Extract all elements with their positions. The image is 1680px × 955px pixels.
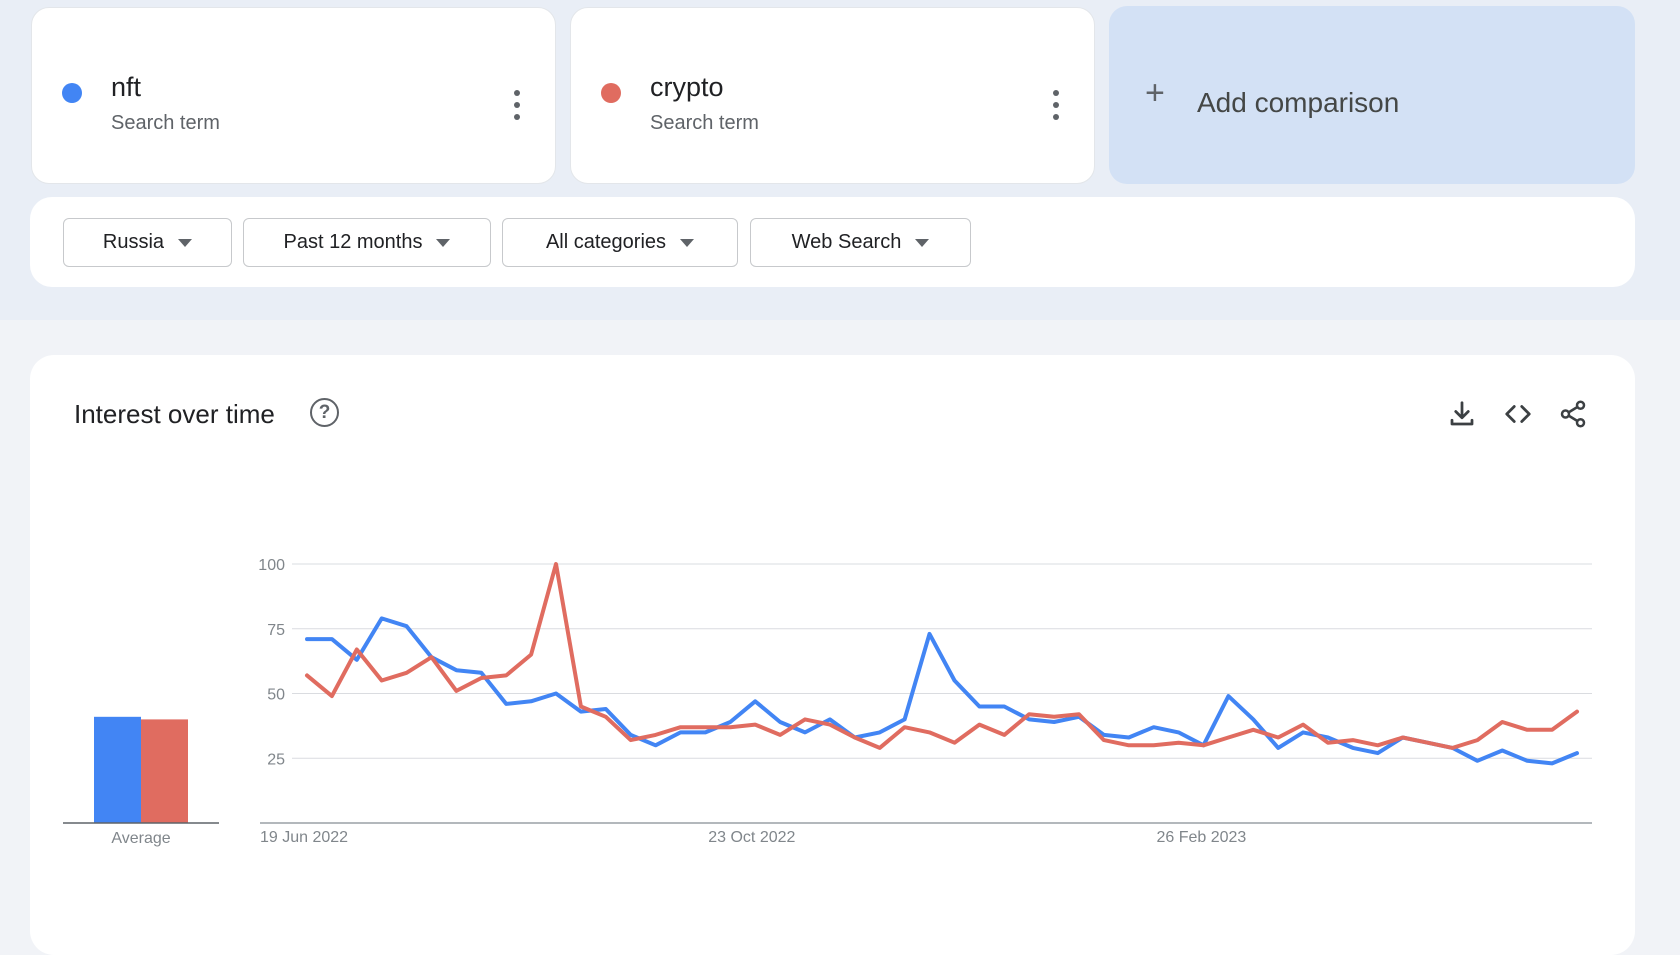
help-icon[interactable]: ? (310, 398, 339, 427)
chart-title: Interest over time (74, 399, 275, 430)
category-dropdown[interactable]: All categories (502, 218, 738, 267)
caret-down-icon (680, 239, 694, 247)
caret-down-icon (436, 239, 450, 247)
add-comparison-button[interactable]: + Add comparison (1109, 6, 1635, 184)
region-dropdown-label: Russia (103, 231, 164, 254)
term-color-dot (601, 83, 621, 103)
term-name[interactable]: crypto (650, 72, 724, 103)
term-name[interactable]: nft (111, 72, 141, 103)
interest-over-time-card: Interest over time ? (30, 355, 1635, 955)
time-range-dropdown[interactable]: Past 12 months (243, 218, 491, 267)
term-subtitle: Search term (650, 112, 759, 135)
filter-bar: Russia Past 12 months All categories Web… (30, 197, 1635, 287)
term-card-crypto[interactable]: crypto Search term (570, 7, 1095, 184)
share-icon[interactable] (1558, 399, 1588, 429)
time-range-dropdown-label: Past 12 months (284, 231, 423, 254)
add-comparison-label: Add comparison (1197, 87, 1399, 119)
term-color-dot (62, 83, 82, 103)
search-type-dropdown[interactable]: Web Search (750, 218, 971, 267)
caret-down-icon (178, 239, 192, 247)
download-icon[interactable] (1447, 399, 1477, 429)
more-options-icon[interactable] (1052, 90, 1060, 120)
search-type-dropdown-label: Web Search (792, 231, 902, 254)
caret-down-icon (915, 239, 929, 247)
more-options-icon[interactable] (513, 90, 521, 120)
term-card-nft[interactable]: nft Search term (31, 7, 556, 184)
category-dropdown-label: All categories (546, 231, 666, 254)
plus-icon: + (1145, 76, 1165, 110)
region-dropdown[interactable]: Russia (63, 218, 232, 267)
embed-icon[interactable] (1503, 399, 1533, 429)
term-subtitle: Search term (111, 112, 220, 135)
